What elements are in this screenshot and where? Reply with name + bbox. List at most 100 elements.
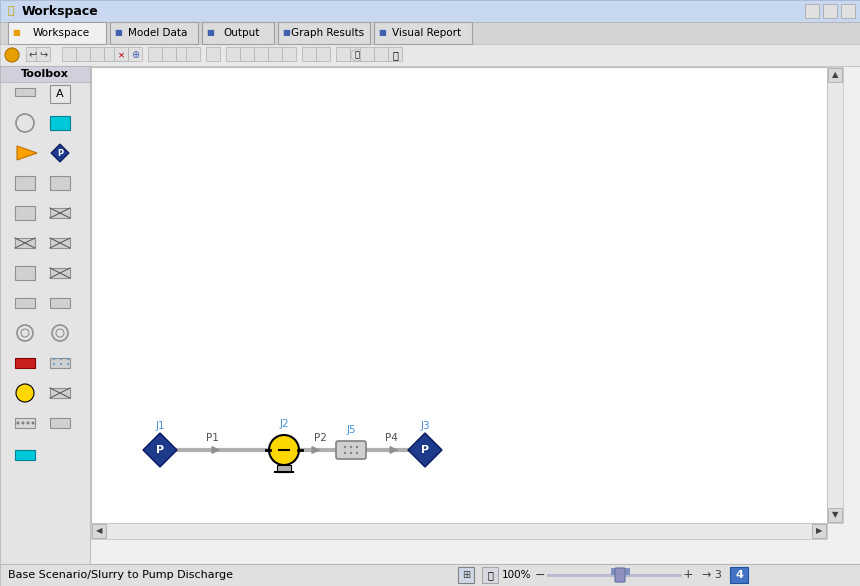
FancyBboxPatch shape <box>812 524 826 538</box>
Text: ■: ■ <box>378 29 386 38</box>
FancyBboxPatch shape <box>15 176 35 190</box>
Text: ■: ■ <box>114 29 122 38</box>
FancyBboxPatch shape <box>828 68 842 82</box>
FancyBboxPatch shape <box>278 22 370 44</box>
FancyBboxPatch shape <box>0 0 860 22</box>
FancyBboxPatch shape <box>282 47 296 61</box>
Text: Workspace: Workspace <box>22 5 99 18</box>
FancyBboxPatch shape <box>90 47 104 61</box>
FancyBboxPatch shape <box>388 47 402 61</box>
Text: Base Scenario/Slurry to Pump Discharge: Base Scenario/Slurry to Pump Discharge <box>8 570 233 580</box>
FancyBboxPatch shape <box>50 238 70 248</box>
FancyBboxPatch shape <box>92 524 106 538</box>
Text: Visual Report: Visual Report <box>392 28 462 38</box>
FancyBboxPatch shape <box>615 568 625 582</box>
FancyBboxPatch shape <box>50 298 70 308</box>
Text: Toolbox: Toolbox <box>21 69 69 79</box>
Circle shape <box>53 358 55 360</box>
Text: Model Data: Model Data <box>128 28 187 38</box>
FancyBboxPatch shape <box>76 47 90 61</box>
FancyBboxPatch shape <box>50 176 70 190</box>
Text: ▶: ▶ <box>816 526 822 536</box>
FancyBboxPatch shape <box>827 67 843 523</box>
Text: J3: J3 <box>421 421 430 431</box>
FancyBboxPatch shape <box>268 47 282 61</box>
FancyBboxPatch shape <box>91 523 827 539</box>
Text: 🚫: 🚫 <box>354 50 359 60</box>
FancyBboxPatch shape <box>50 388 70 398</box>
FancyBboxPatch shape <box>226 47 240 61</box>
FancyBboxPatch shape <box>114 47 128 61</box>
Text: Workspace: Workspace <box>33 28 89 38</box>
Polygon shape <box>143 433 177 467</box>
Text: 🔧: 🔧 <box>8 6 15 16</box>
FancyBboxPatch shape <box>62 47 76 61</box>
Circle shape <box>269 435 299 465</box>
Text: P: P <box>156 445 164 455</box>
Circle shape <box>16 421 20 424</box>
Text: 100%: 100% <box>502 570 531 580</box>
FancyBboxPatch shape <box>206 47 220 61</box>
FancyBboxPatch shape <box>302 47 316 61</box>
FancyBboxPatch shape <box>316 47 330 61</box>
Text: Graph Results: Graph Results <box>292 28 365 38</box>
FancyBboxPatch shape <box>36 47 50 61</box>
Circle shape <box>350 446 353 448</box>
Circle shape <box>350 452 353 454</box>
FancyBboxPatch shape <box>176 47 190 61</box>
Circle shape <box>67 358 69 360</box>
Circle shape <box>5 48 19 62</box>
Circle shape <box>356 452 359 454</box>
Text: ↩: ↩ <box>29 50 37 60</box>
FancyBboxPatch shape <box>50 85 70 103</box>
Polygon shape <box>51 144 69 162</box>
FancyBboxPatch shape <box>0 66 90 82</box>
Text: ⊕: ⊕ <box>131 50 139 60</box>
FancyBboxPatch shape <box>8 22 106 44</box>
FancyBboxPatch shape <box>458 567 474 583</box>
Text: P4: P4 <box>384 433 397 443</box>
Text: ✕: ✕ <box>118 50 125 60</box>
Circle shape <box>16 384 34 402</box>
Text: 🔍: 🔍 <box>487 570 493 580</box>
Text: P: P <box>57 148 63 158</box>
FancyBboxPatch shape <box>0 44 860 66</box>
FancyBboxPatch shape <box>15 418 35 428</box>
Text: 💡: 💡 <box>392 50 398 60</box>
FancyBboxPatch shape <box>50 358 70 368</box>
Text: J2: J2 <box>280 419 289 429</box>
FancyBboxPatch shape <box>15 358 35 368</box>
FancyBboxPatch shape <box>805 4 819 18</box>
FancyBboxPatch shape <box>0 66 90 564</box>
FancyBboxPatch shape <box>336 47 350 61</box>
Text: Output: Output <box>224 28 261 38</box>
Text: ◀: ◀ <box>95 526 102 536</box>
FancyBboxPatch shape <box>841 4 855 18</box>
Circle shape <box>32 421 34 424</box>
FancyBboxPatch shape <box>50 116 70 130</box>
Circle shape <box>27 421 29 424</box>
FancyBboxPatch shape <box>162 47 176 61</box>
Text: ■: ■ <box>282 29 290 38</box>
FancyBboxPatch shape <box>15 88 35 96</box>
Text: ■: ■ <box>206 29 214 38</box>
FancyBboxPatch shape <box>91 67 827 523</box>
FancyBboxPatch shape <box>15 266 35 280</box>
Text: A: A <box>56 89 64 99</box>
FancyBboxPatch shape <box>482 567 498 583</box>
Text: P2: P2 <box>314 433 327 443</box>
FancyBboxPatch shape <box>110 22 198 44</box>
Text: +: + <box>683 568 693 581</box>
Text: J1: J1 <box>155 421 165 431</box>
FancyBboxPatch shape <box>104 47 118 61</box>
FancyBboxPatch shape <box>50 418 70 428</box>
Text: P: P <box>421 445 429 455</box>
FancyBboxPatch shape <box>15 238 35 248</box>
FancyBboxPatch shape <box>0 22 860 44</box>
FancyBboxPatch shape <box>374 22 472 44</box>
Circle shape <box>60 358 62 360</box>
Text: 4: 4 <box>735 570 743 580</box>
Text: → 3: → 3 <box>702 570 722 580</box>
FancyBboxPatch shape <box>15 206 35 220</box>
Text: ⊞: ⊞ <box>462 570 470 580</box>
